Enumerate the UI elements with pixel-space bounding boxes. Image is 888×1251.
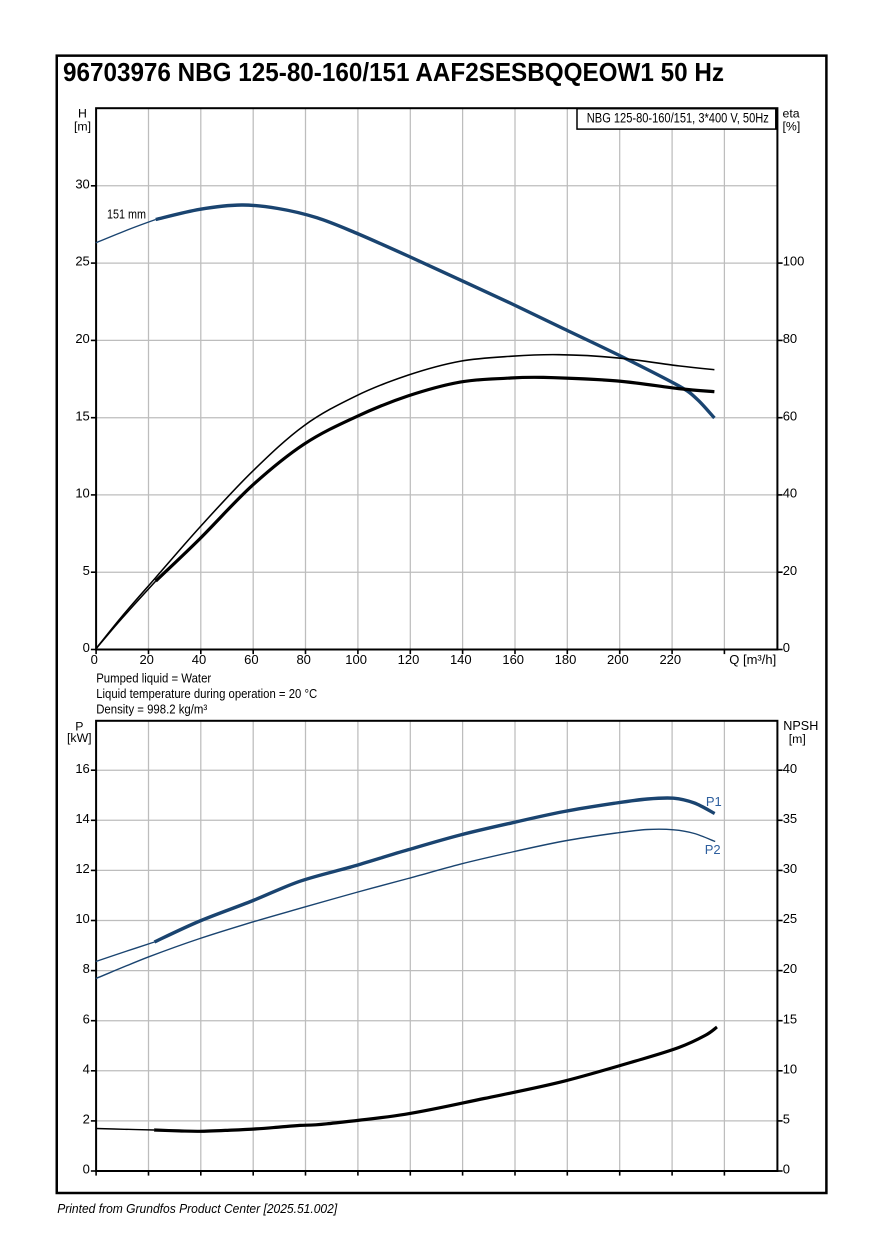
svg-text:40: 40 (783, 486, 797, 501)
svg-text:[kW]: [kW] (67, 731, 92, 745)
svg-text:30: 30 (75, 176, 89, 191)
svg-text:120: 120 (398, 652, 420, 667)
svg-text:25: 25 (783, 911, 797, 926)
svg-text:eta: eta (783, 106, 800, 120)
svg-text:160: 160 (502, 652, 524, 667)
svg-text:5: 5 (783, 1112, 790, 1127)
svg-text:220: 220 (659, 652, 681, 667)
svg-text:[%]: [%] (783, 120, 801, 134)
svg-text:20: 20 (783, 961, 797, 976)
svg-text:[m]: [m] (74, 120, 91, 134)
svg-text:[m]: [m] (789, 732, 806, 746)
svg-text:6: 6 (83, 1011, 90, 1026)
svg-text:10: 10 (783, 1061, 797, 1076)
svg-text:8: 8 (83, 961, 90, 976)
svg-text:30: 30 (783, 861, 797, 876)
svg-text:25: 25 (75, 254, 89, 269)
svg-text:80: 80 (783, 331, 797, 346)
svg-text:0: 0 (83, 1162, 90, 1177)
svg-text:NBG 125-80-160/151, 3*400 V, 5: NBG 125-80-160/151, 3*400 V, 50Hz (587, 110, 769, 125)
svg-text:Pumped liquid = Water: Pumped liquid = Water (96, 671, 212, 686)
svg-text:P1: P1 (706, 794, 722, 809)
svg-text:20: 20 (783, 563, 797, 578)
svg-text:14: 14 (75, 811, 89, 826)
svg-text:15: 15 (783, 1011, 797, 1026)
svg-text:4: 4 (83, 1061, 90, 1076)
svg-text:0: 0 (91, 652, 98, 667)
svg-text:16: 16 (75, 761, 89, 776)
svg-text:20: 20 (139, 652, 153, 667)
svg-text:40: 40 (192, 652, 206, 667)
svg-text:100: 100 (783, 254, 805, 269)
svg-text:Q [m³/h]: Q [m³/h] (729, 652, 776, 667)
svg-text:200: 200 (607, 652, 629, 667)
svg-text:180: 180 (555, 652, 577, 667)
svg-text:P: P (75, 719, 83, 733)
svg-text:H: H (78, 107, 87, 121)
svg-text:Density = 998.2 kg/m³: Density = 998.2 kg/m³ (96, 702, 208, 717)
svg-text:80: 80 (296, 652, 310, 667)
svg-text:60: 60 (244, 652, 258, 667)
svg-text:35: 35 (783, 811, 797, 826)
svg-text:Liquid temperature during oper: Liquid temperature during operation = 20… (96, 686, 317, 701)
svg-text:5: 5 (83, 563, 90, 578)
svg-text:40: 40 (783, 761, 797, 776)
svg-text:151 mm: 151 mm (107, 206, 146, 221)
svg-text:20: 20 (75, 331, 89, 346)
svg-text:P2: P2 (705, 842, 721, 857)
svg-text:NPSH: NPSH (783, 719, 818, 733)
svg-text:96703976 NBG 125-80-160/151 AA: 96703976 NBG 125-80-160/151 AAF2SESBQQEO… (63, 57, 724, 87)
svg-text:140: 140 (450, 652, 472, 667)
svg-text:0: 0 (783, 640, 790, 655)
svg-text:60: 60 (783, 408, 797, 423)
svg-text:0: 0 (783, 1162, 790, 1177)
svg-text:2: 2 (83, 1112, 90, 1127)
svg-text:15: 15 (75, 408, 89, 423)
svg-text:0: 0 (83, 640, 90, 655)
svg-text:12: 12 (75, 861, 89, 876)
svg-text:Printed from Grundfos Product: Printed from Grundfos Product Center [20… (57, 1201, 337, 1216)
svg-text:100: 100 (345, 652, 367, 667)
svg-text:10: 10 (75, 911, 89, 926)
svg-text:10: 10 (75, 486, 89, 501)
